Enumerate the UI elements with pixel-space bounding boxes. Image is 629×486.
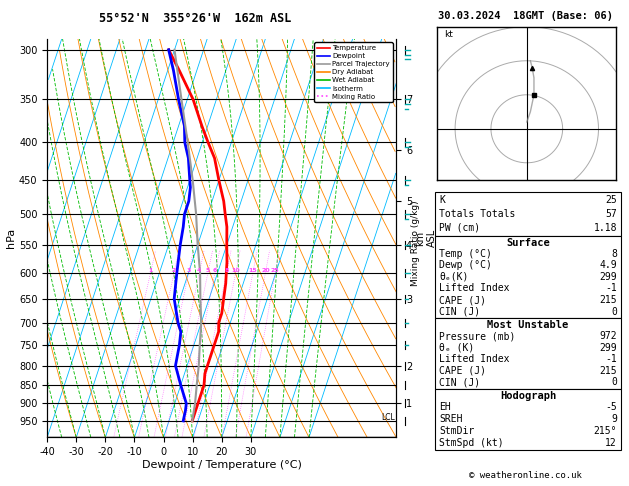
Text: 299: 299	[599, 343, 617, 353]
Text: 3: 3	[186, 268, 191, 273]
Y-axis label: km
ASL: km ASL	[415, 229, 437, 247]
Text: 6: 6	[213, 268, 217, 273]
Text: SREH: SREH	[439, 414, 462, 424]
Text: 12: 12	[605, 438, 617, 448]
Text: Mixing Ratio (g/kg): Mixing Ratio (g/kg)	[411, 200, 420, 286]
Text: -1: -1	[605, 354, 617, 364]
Text: 215: 215	[599, 295, 617, 305]
Text: 57: 57	[605, 209, 617, 219]
Text: 299: 299	[599, 272, 617, 282]
Text: -1: -1	[605, 283, 617, 294]
Text: Lifted Index: Lifted Index	[439, 283, 509, 294]
Text: © weatheronline.co.uk: © weatheronline.co.uk	[469, 471, 582, 480]
Text: 4.9: 4.9	[599, 260, 617, 270]
Text: 0: 0	[611, 307, 617, 317]
Text: kt: kt	[444, 30, 454, 39]
Text: PW (cm): PW (cm)	[439, 223, 480, 233]
Text: 15: 15	[248, 268, 257, 273]
Text: Lifted Index: Lifted Index	[439, 354, 509, 364]
Text: StmDir: StmDir	[439, 426, 474, 436]
Text: 25: 25	[605, 195, 617, 205]
Text: 9: 9	[611, 414, 617, 424]
Text: CIN (J): CIN (J)	[439, 307, 480, 317]
Text: 30.03.2024  18GMT (Base: 06): 30.03.2024 18GMT (Base: 06)	[438, 11, 613, 21]
Text: Pressure (mb): Pressure (mb)	[439, 331, 515, 341]
Text: EH: EH	[439, 402, 451, 412]
Text: 2: 2	[172, 268, 176, 273]
Text: 5: 5	[206, 268, 210, 273]
Text: 10: 10	[231, 268, 240, 273]
Text: θₑ(K): θₑ(K)	[439, 272, 469, 282]
Y-axis label: hPa: hPa	[6, 228, 16, 248]
Text: K: K	[439, 195, 445, 205]
Text: Temp (°C): Temp (°C)	[439, 249, 492, 259]
Text: 0: 0	[611, 377, 617, 387]
Text: CAPE (J): CAPE (J)	[439, 365, 486, 376]
Text: Surface: Surface	[506, 238, 550, 248]
Text: 1: 1	[148, 268, 153, 273]
Text: 25: 25	[271, 268, 280, 273]
Text: 215: 215	[599, 365, 617, 376]
Text: 1.18: 1.18	[594, 223, 617, 233]
Text: 8: 8	[611, 249, 617, 259]
Text: CAPE (J): CAPE (J)	[439, 295, 486, 305]
Text: Hodograph: Hodograph	[500, 391, 556, 401]
Text: 55°52'N  355°26'W  162m ASL: 55°52'N 355°26'W 162m ASL	[99, 12, 291, 25]
Text: Dewp (°C): Dewp (°C)	[439, 260, 492, 270]
Text: StmSpd (kt): StmSpd (kt)	[439, 438, 504, 448]
Text: 972: 972	[599, 331, 617, 341]
X-axis label: Dewpoint / Temperature (°C): Dewpoint / Temperature (°C)	[142, 460, 302, 470]
Text: 215°: 215°	[594, 426, 617, 436]
Text: 8: 8	[225, 268, 229, 273]
Text: Most Unstable: Most Unstable	[487, 320, 569, 330]
Text: 4: 4	[197, 268, 201, 273]
Legend: Temperature, Dewpoint, Parcel Trajectory, Dry Adiabat, Wet Adiabat, Isotherm, Mi: Temperature, Dewpoint, Parcel Trajectory…	[314, 42, 392, 103]
Text: θₑ (K): θₑ (K)	[439, 343, 474, 353]
Text: Totals Totals: Totals Totals	[439, 209, 515, 219]
Text: LCL: LCL	[381, 413, 395, 422]
Text: -5: -5	[605, 402, 617, 412]
Text: CIN (J): CIN (J)	[439, 377, 480, 387]
Text: 20: 20	[261, 268, 270, 273]
